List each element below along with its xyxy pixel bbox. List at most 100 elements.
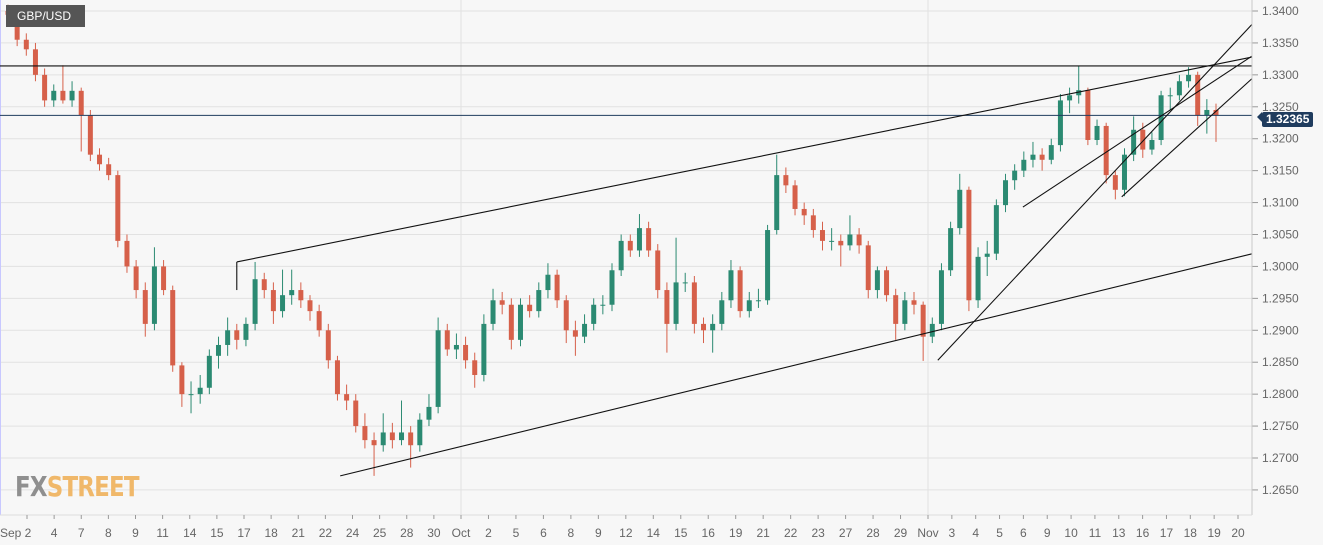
x-tick-label: 5 — [996, 526, 1003, 540]
candle — [636, 214, 642, 257]
x-tick-label: 19 — [1207, 526, 1221, 540]
candle-body — [371, 440, 377, 446]
candle-body — [417, 419, 423, 446]
y-tick-label: 1.2850 — [1262, 355, 1299, 369]
x-tick-label: 20 — [1231, 526, 1245, 540]
candle — [97, 148, 103, 171]
candle — [51, 84, 57, 107]
x-tick-label: 16 — [702, 526, 716, 540]
candle — [444, 323, 450, 356]
x-tick-label: 28 — [866, 526, 880, 540]
candle-body — [426, 406, 432, 420]
candle-body — [1103, 125, 1109, 176]
candle-body — [582, 323, 588, 337]
candle — [115, 170, 121, 248]
candle — [197, 374, 203, 404]
candle — [719, 291, 725, 331]
candle — [673, 237, 679, 331]
x-tick-label: 11 — [1089, 526, 1102, 540]
candle — [206, 349, 212, 395]
candle-body — [307, 300, 313, 312]
candle — [865, 240, 871, 299]
candle-body — [719, 300, 725, 324]
candle — [948, 221, 954, 277]
candle — [847, 215, 853, 251]
candle — [884, 266, 890, 302]
candle — [472, 352, 478, 388]
candle — [380, 413, 386, 452]
candle — [151, 247, 157, 331]
candle — [1057, 94, 1063, 152]
y-tick-label: 1.3000 — [1262, 259, 1299, 273]
candle — [298, 282, 304, 308]
candle — [627, 234, 633, 257]
candle-body — [508, 304, 514, 340]
candle — [701, 317, 707, 344]
candle-body — [42, 74, 48, 101]
candle — [655, 244, 661, 299]
candle-body — [1012, 170, 1018, 181]
x-tick-label: 17 — [1160, 526, 1174, 540]
candle-body — [966, 189, 972, 301]
candle — [106, 157, 112, 181]
candle — [307, 295, 313, 321]
x-tick-label: 18 — [1184, 526, 1198, 540]
candle — [682, 272, 688, 292]
x-tick-label: 17 — [237, 526, 251, 540]
candle-body — [1094, 125, 1100, 140]
candle-body — [938, 270, 944, 324]
candle-body — [682, 282, 688, 284]
candle-body — [673, 282, 679, 324]
candle — [527, 295, 533, 318]
candle-body — [527, 304, 533, 312]
trendline — [1121, 78, 1253, 198]
candle-body — [819, 230, 825, 241]
x-tick-label: 29 — [894, 526, 908, 540]
candle — [23, 33, 29, 56]
candle-body — [911, 300, 917, 305]
candle — [929, 317, 935, 344]
candle-body — [838, 240, 844, 246]
candle-body — [106, 164, 112, 176]
candle-body — [97, 154, 103, 165]
candle — [1067, 87, 1073, 114]
candle-body — [353, 400, 359, 427]
candle — [508, 298, 514, 350]
candle-body — [51, 90, 57, 101]
candle-body — [170, 290, 176, 366]
candle — [1076, 65, 1082, 104]
candle-body — [975, 256, 981, 301]
candle — [389, 422, 395, 449]
trendline — [340, 253, 1253, 477]
y-tick-label: 1.3150 — [1262, 164, 1299, 178]
candle — [1039, 148, 1045, 171]
candle-body — [1140, 129, 1146, 150]
candle-body — [179, 365, 185, 395]
y-tick-label: 1.3100 — [1262, 196, 1299, 210]
x-tick-label: 25 — [373, 526, 387, 540]
symbol-label: GBP/USD — [6, 5, 85, 27]
candle — [481, 314, 487, 382]
candle-body — [225, 330, 231, 345]
candle-body — [829, 240, 835, 242]
candle — [545, 263, 551, 299]
candle — [371, 432, 377, 476]
x-axis: Sep 2 4 7 8 9 11 14 15 17 18 21 22 24 25 28 30 Oct 2 5 6 8 9 1… — [0, 514, 1252, 540]
candle — [938, 263, 944, 331]
candle — [42, 68, 48, 107]
candle-body — [1067, 95, 1073, 101]
candle — [609, 263, 615, 312]
candle-body — [563, 300, 569, 331]
candle-body — [435, 330, 441, 407]
candle-body — [270, 290, 276, 312]
candle-body — [472, 360, 478, 375]
candle — [1003, 173, 1009, 213]
candle-body — [408, 432, 414, 446]
candle — [1094, 119, 1100, 146]
fxstreet-logo: FXSTREET — [15, 470, 140, 503]
trendline — [1022, 55, 1253, 208]
candle-body — [774, 175, 780, 231]
candle-body — [554, 274, 560, 301]
candle-body — [344, 394, 350, 401]
candle-body — [1112, 175, 1118, 190]
